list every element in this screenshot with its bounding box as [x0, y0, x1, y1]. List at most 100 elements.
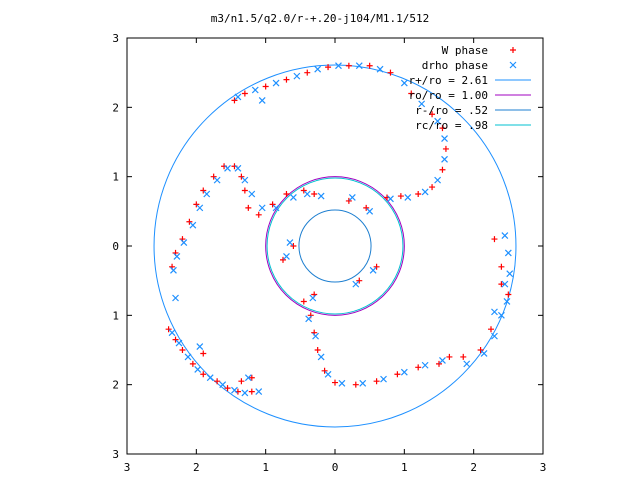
drho-phase-point — [170, 266, 177, 274]
legend-label: ro/ro = 1.00 — [409, 89, 488, 102]
w-phase-point — [429, 111, 436, 118]
drho-phase-point — [441, 155, 448, 163]
drho-phase-point — [272, 79, 280, 87]
w-phase-point — [345, 197, 352, 204]
x-tick-label: 3 — [540, 461, 547, 474]
w-phase-point — [214, 378, 221, 385]
drho-phase-point — [441, 135, 448, 142]
y-tick-label: 1 — [112, 171, 119, 184]
w-phase-point — [283, 191, 290, 197]
drho-phase-point — [206, 374, 214, 382]
drho-phase-point — [421, 361, 429, 369]
drho-phase-point — [335, 62, 342, 70]
w-phase-point — [505, 291, 512, 298]
drho-phase-point — [248, 190, 256, 198]
drho-phase-point — [480, 350, 488, 357]
w-phase-point — [179, 347, 186, 353]
w-phase-point — [238, 173, 245, 180]
w-phase-point — [290, 243, 297, 249]
w-phase-point — [439, 125, 446, 132]
w-phase-point — [446, 353, 453, 360]
w-phase-point — [321, 367, 328, 374]
drho-phase-point — [418, 100, 426, 108]
w-phase-point — [241, 187, 248, 194]
drho-phase-point — [255, 388, 263, 396]
w-phase-point — [248, 388, 255, 395]
drho-phase-point — [491, 308, 498, 316]
w-phase-point — [311, 191, 318, 197]
w-phase-point — [352, 381, 359, 388]
legend: W phase drho phase r+/ro = 2.61 ro/ro = 1.0… — [409, 44, 531, 132]
w-phase-point — [314, 347, 321, 353]
drho-phase-point — [173, 252, 181, 260]
legend-label: r+/ro = 2.61 — [409, 74, 488, 87]
drho-phase-point — [283, 252, 290, 260]
w-phase-point — [245, 204, 252, 211]
w-phase-point — [200, 371, 207, 378]
drho-phase-point — [324, 370, 332, 378]
w-phase-point — [373, 378, 380, 385]
w-phase-point — [373, 263, 380, 270]
w-phase-point — [488, 326, 494, 333]
reference-circle-0 — [153, 64, 517, 428]
drho-phase-point — [194, 365, 202, 373]
w-phase-point — [394, 371, 401, 378]
drho-phase-point — [434, 176, 442, 184]
w-phase-point — [248, 374, 255, 381]
w-phase-point — [172, 336, 179, 343]
w-phase-point — [325, 64, 332, 71]
reference-circle-1 — [265, 176, 405, 316]
drho-phase-point — [312, 332, 320, 340]
drho-phase-point — [355, 62, 363, 70]
w-phase-point — [241, 90, 248, 97]
drho-phase-point — [224, 164, 231, 172]
drho-phase-point — [213, 176, 221, 184]
drho-phase-point — [203, 190, 211, 198]
w-phase-point — [189, 360, 196, 367]
drho-phase-point — [434, 117, 442, 125]
reference-circle-3 — [266, 177, 404, 315]
drho-phase-point — [286, 239, 294, 246]
reference-circles — [153, 64, 517, 428]
w-phase-point — [255, 211, 262, 218]
w-phase-point — [387, 69, 394, 76]
drho-phase-point — [196, 343, 204, 350]
drho-phase-point — [293, 72, 301, 80]
x-tick-label: 3 — [124, 461, 131, 474]
w-phase-point — [345, 62, 352, 69]
drho-phase-point — [506, 270, 514, 278]
drho-phase-point — [359, 379, 367, 387]
w-phase-point — [300, 298, 307, 305]
w-phase-point — [262, 83, 269, 90]
w-phase-point — [498, 263, 505, 270]
drho-phase-point — [348, 194, 356, 201]
legend-label: r-/ro = .52 — [415, 104, 488, 117]
w-phase-point — [442, 145, 449, 152]
drho-phase-point — [463, 360, 471, 368]
drho-phase-point — [184, 353, 192, 361]
w-phase-point — [363, 204, 370, 211]
drho-phase-point — [175, 339, 183, 347]
drho-phase-point — [400, 368, 408, 376]
drho-phase-point — [241, 389, 249, 397]
w-phase-point — [332, 379, 338, 386]
x-tick-label: 1 — [262, 461, 269, 474]
w-phase-point — [186, 218, 193, 225]
x-tick-label: 2 — [193, 461, 200, 474]
drho-phase-point — [369, 266, 377, 274]
w-phase-point — [269, 201, 276, 208]
drho-phase-point — [231, 386, 238, 394]
w-phase-point — [200, 350, 207, 357]
drho-phase-point — [503, 298, 511, 305]
w-phase-point — [366, 62, 373, 69]
w-phase-point — [439, 166, 446, 173]
w-phase-point — [408, 90, 415, 97]
drho-phase-point — [258, 204, 266, 212]
w-phase-point — [165, 326, 172, 333]
legend-label: rc/ro = .98 — [415, 119, 488, 132]
w-phase-point — [491, 236, 498, 243]
drho-phase-point — [180, 239, 188, 246]
drho-phase-point — [314, 65, 322, 73]
